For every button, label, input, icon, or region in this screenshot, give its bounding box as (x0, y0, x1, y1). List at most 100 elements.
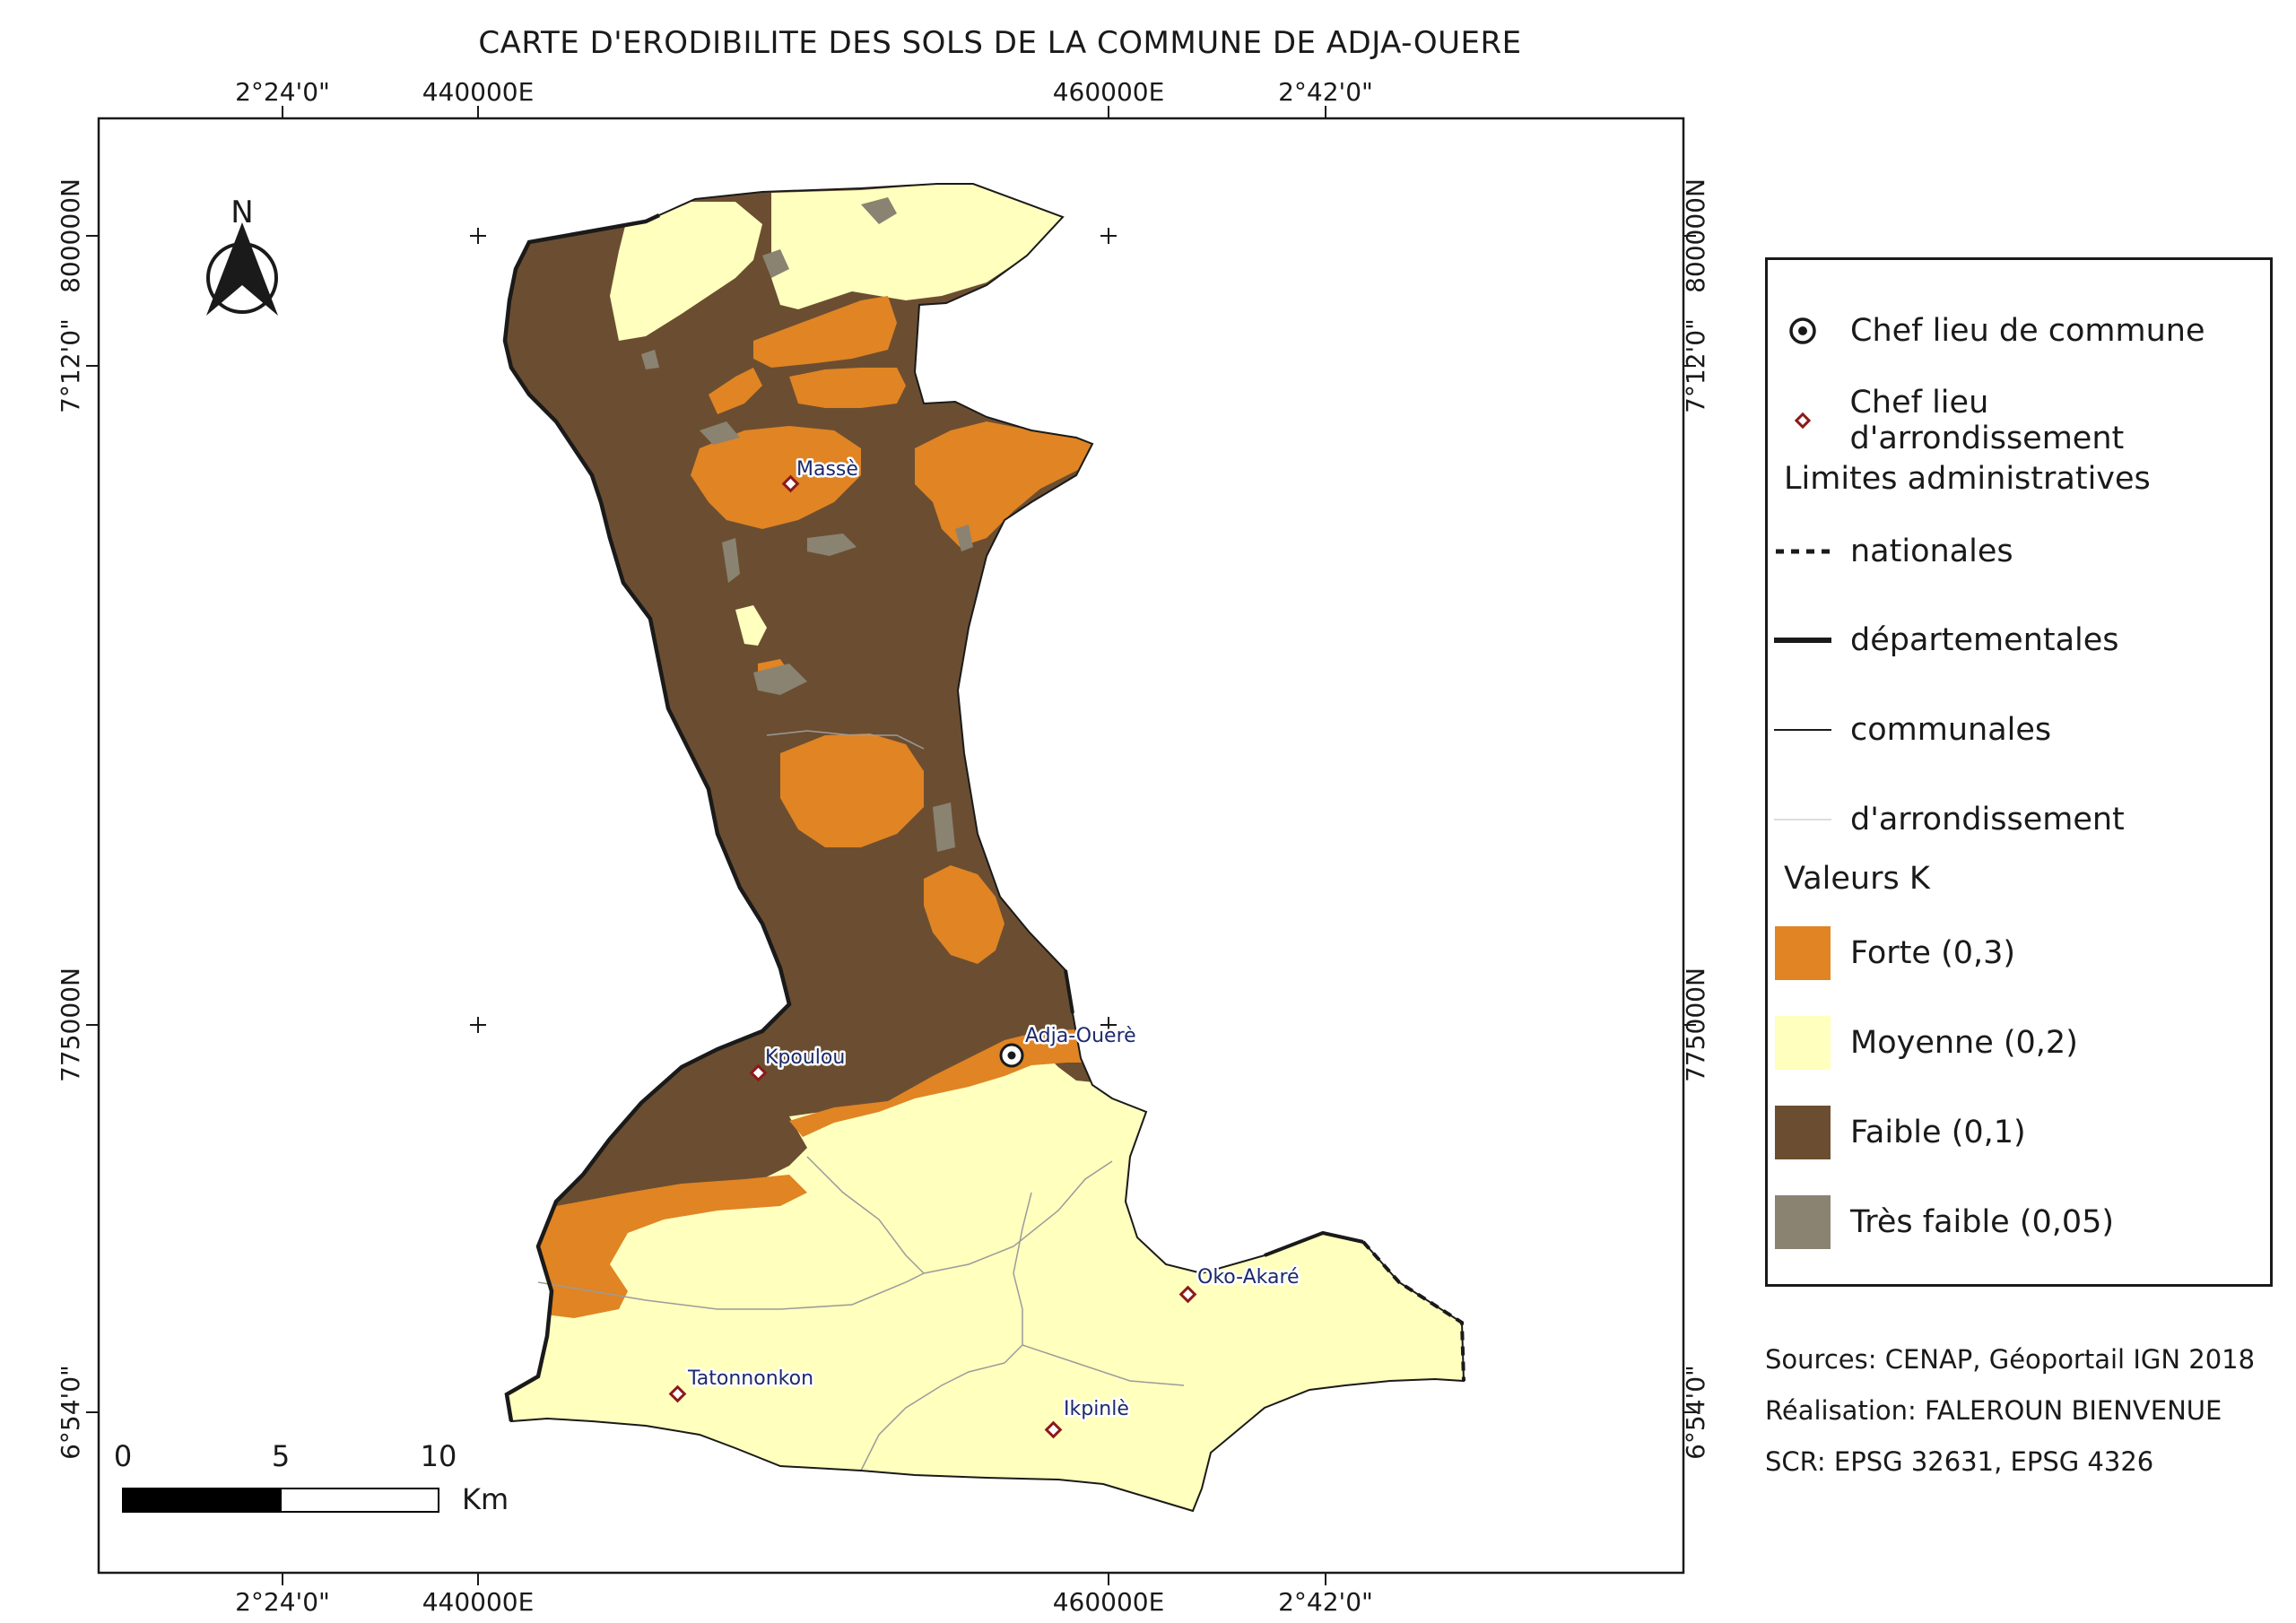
north-label: N (230, 195, 253, 230)
zone-forte-ne (915, 421, 1092, 547)
north-arrow-icon: N (206, 195, 278, 316)
zone-moyenne-north-west (610, 202, 762, 341)
credits-realisation: Réalisation: FALEROUN BIENVENUE (1765, 1395, 2222, 1426)
place-oko-akare[interactable]: Oko-Akaré Oko-Akaré (1178, 1264, 1301, 1304)
departmental-limit-ne (1064, 969, 1074, 1014)
zone-forte-adja (789, 1029, 1103, 1137)
scale-tick-5: 5 (272, 1439, 290, 1473)
svg-text:Kpoulou: Kpoulou (765, 1046, 845, 1069)
zone-tres-faible-7 (753, 664, 807, 695)
legend-label-faible: Faible (0,1) (1850, 1115, 2026, 1150)
zone-tres-faible-1 (861, 197, 897, 224)
legend-label-chef-arrondissement: Chef lieu d'arrondissement (1849, 385, 2125, 456)
legend-item-nationales: nationales (1768, 525, 2013, 578)
zone-tres-faible-9 (641, 350, 659, 369)
legend-item-communales: communales (1768, 703, 2051, 757)
national-limit (1361, 1240, 1465, 1382)
svg-text:Ikpinlè: Ikpinlè (1064, 1398, 1129, 1420)
hairline-icon (1774, 819, 1831, 820)
zone-tres-faible-6 (955, 525, 973, 551)
zone-tres-faible-4 (807, 534, 857, 556)
arrondissement-limits (537, 730, 1203, 1471)
commune-seat-icon (1789, 317, 1816, 344)
zone-forte-north3 (709, 368, 762, 414)
arrondissement-marker-icon (668, 1384, 687, 1403)
bottom-label-e2: 460000E (1053, 1587, 1165, 1617)
zone-tres-faible-8 (933, 803, 955, 852)
legend-item-faible: Faible (0,1) (1768, 1106, 2026, 1159)
zone-forte-north2 (789, 368, 906, 408)
right-label-lat2: 6°54'0" (1681, 1365, 1710, 1460)
credits: Sources: CENAP, Géoportail IGN 2018 Réal… (1765, 1334, 2255, 1488)
place-kpoulou[interactable]: Kpoulou Kpoulou (749, 1045, 848, 1082)
dashed-line-icon (1776, 549, 1830, 554)
zone-moyenne-patch (735, 605, 767, 646)
svg-text:Adja-Ouerè: Adja-Ouerè (1025, 1025, 1136, 1047)
legend-heading-valeurs: Valeurs K (1784, 861, 1930, 897)
zone-forte-south-center (924, 865, 1004, 964)
legend-item-forte: Forte (0,3) (1768, 926, 2015, 980)
top-label-lon1: 2°24'0" (235, 77, 330, 107)
zone-tres-faible-2 (762, 249, 789, 278)
place-tatonnonkon[interactable]: Tatonnonkon Tatonnonkon (668, 1366, 816, 1403)
legend-label-departementales: départementales (1850, 622, 2119, 658)
arrondissement-marker-icon (749, 1063, 768, 1082)
thin-line-icon (1774, 729, 1831, 731)
zone-forte-sw (505, 1175, 807, 1318)
svg-text:Oko-Akaré: Oko-Akaré (1197, 1266, 1300, 1289)
departmental-limit-e (1264, 1230, 1364, 1257)
right-label-lat1: 7°12'0" (1681, 318, 1710, 413)
legend-label-communales: communales (1850, 712, 2052, 748)
legend-label-arrondissement: d'arrondissement (1850, 802, 2125, 838)
top-label-e2: 460000E (1053, 77, 1165, 107)
place-label-adja-ouere: Adja-Ouerè (1025, 1025, 1136, 1047)
legend-item-tres-faible: Très faible (0,05) (1768, 1195, 2114, 1249)
legend-item-chef-commune: Chef lieu de commune (1768, 304, 2205, 358)
place-adja-ouere[interactable]: Adja-Ouerè Adja-Ouerè (999, 1023, 1138, 1068)
bottom-label-lon2: 2°42'0" (1278, 1587, 1373, 1617)
place-label-ikpinle: Ikpinlè (1064, 1398, 1129, 1420)
zone-forte-center (780, 733, 924, 847)
arrondissement-marker-icon (1178, 1285, 1197, 1304)
place-label-tatonnonkon: Tatonnonkon (687, 1367, 813, 1390)
grid-crosses (470, 228, 1117, 1033)
legend-item-departementales: départementales (1768, 613, 2119, 667)
scale-tick-10: 10 (421, 1439, 457, 1473)
legend-label-chef-commune: Chef lieu de commune (1850, 313, 2205, 349)
legend-item-moyenne: Moyenne (0,2) (1768, 1016, 2078, 1070)
legend-label-tres-faible: Très faible (0,05) (1850, 1204, 2115, 1240)
legend: Chef lieu de commune Chef lieu d'arrondi… (1765, 257, 2273, 1287)
zone-tres-faible-5 (722, 538, 740, 583)
place-label-masse: Massè (796, 458, 858, 481)
scale-bar-white-segment (280, 1488, 439, 1513)
scale-bar-black-segment (122, 1488, 282, 1513)
scale-tick-0: 0 (114, 1439, 132, 1473)
map-canvas: 2°24'0" 440000E 460000E 2°42'0" 2°24'0" … (56, 77, 1710, 1617)
zone-forte-north1 (753, 296, 897, 368)
top-label-lon2: 2°42'0" (1278, 77, 1373, 107)
left-label-lat1: 7°12'0" (56, 318, 85, 413)
bottom-label-e1: 440000E (422, 1587, 535, 1617)
credits-scr: SCR: EPSG 32631, EPSG 4326 (1765, 1446, 2154, 1477)
left-label-lat2: 6°54'0" (56, 1365, 85, 1460)
legend-heading-limites: Limites administratives (1784, 461, 2151, 497)
legend-label-forte: Forte (0,3) (1850, 935, 2016, 971)
swatch-forte (1775, 926, 1831, 980)
legend-label-nationales: nationales (1850, 534, 2013, 569)
arrondissement-marker-icon (1044, 1420, 1063, 1439)
zone-forte-masse (691, 426, 861, 529)
arrondissement-marker-icon (1794, 412, 1811, 430)
credits-sources: Sources: CENAP, Géoportail IGN 2018 (1765, 1344, 2256, 1375)
scale-bar: 0 5 10 Km (114, 1439, 509, 1516)
svg-text:Tatonnonkon: Tatonnonkon (687, 1367, 813, 1390)
place-ikpinle[interactable]: Ikpinlè Ikpinlè (1044, 1396, 1131, 1439)
svg-text:Massè: Massè (796, 458, 858, 481)
departmental-limit (502, 213, 792, 1422)
left-label-n1: 800000N (56, 178, 85, 293)
legend-item-arrondissement: d'arrondissement (1768, 793, 2125, 846)
swatch-faible (1775, 1106, 1831, 1159)
swatch-tres-faible (1775, 1195, 1831, 1249)
zone-moyenne-north-east (771, 184, 1063, 309)
place-masse[interactable]: Massè Massè (781, 456, 860, 493)
graticule-ticks (86, 106, 1696, 1585)
